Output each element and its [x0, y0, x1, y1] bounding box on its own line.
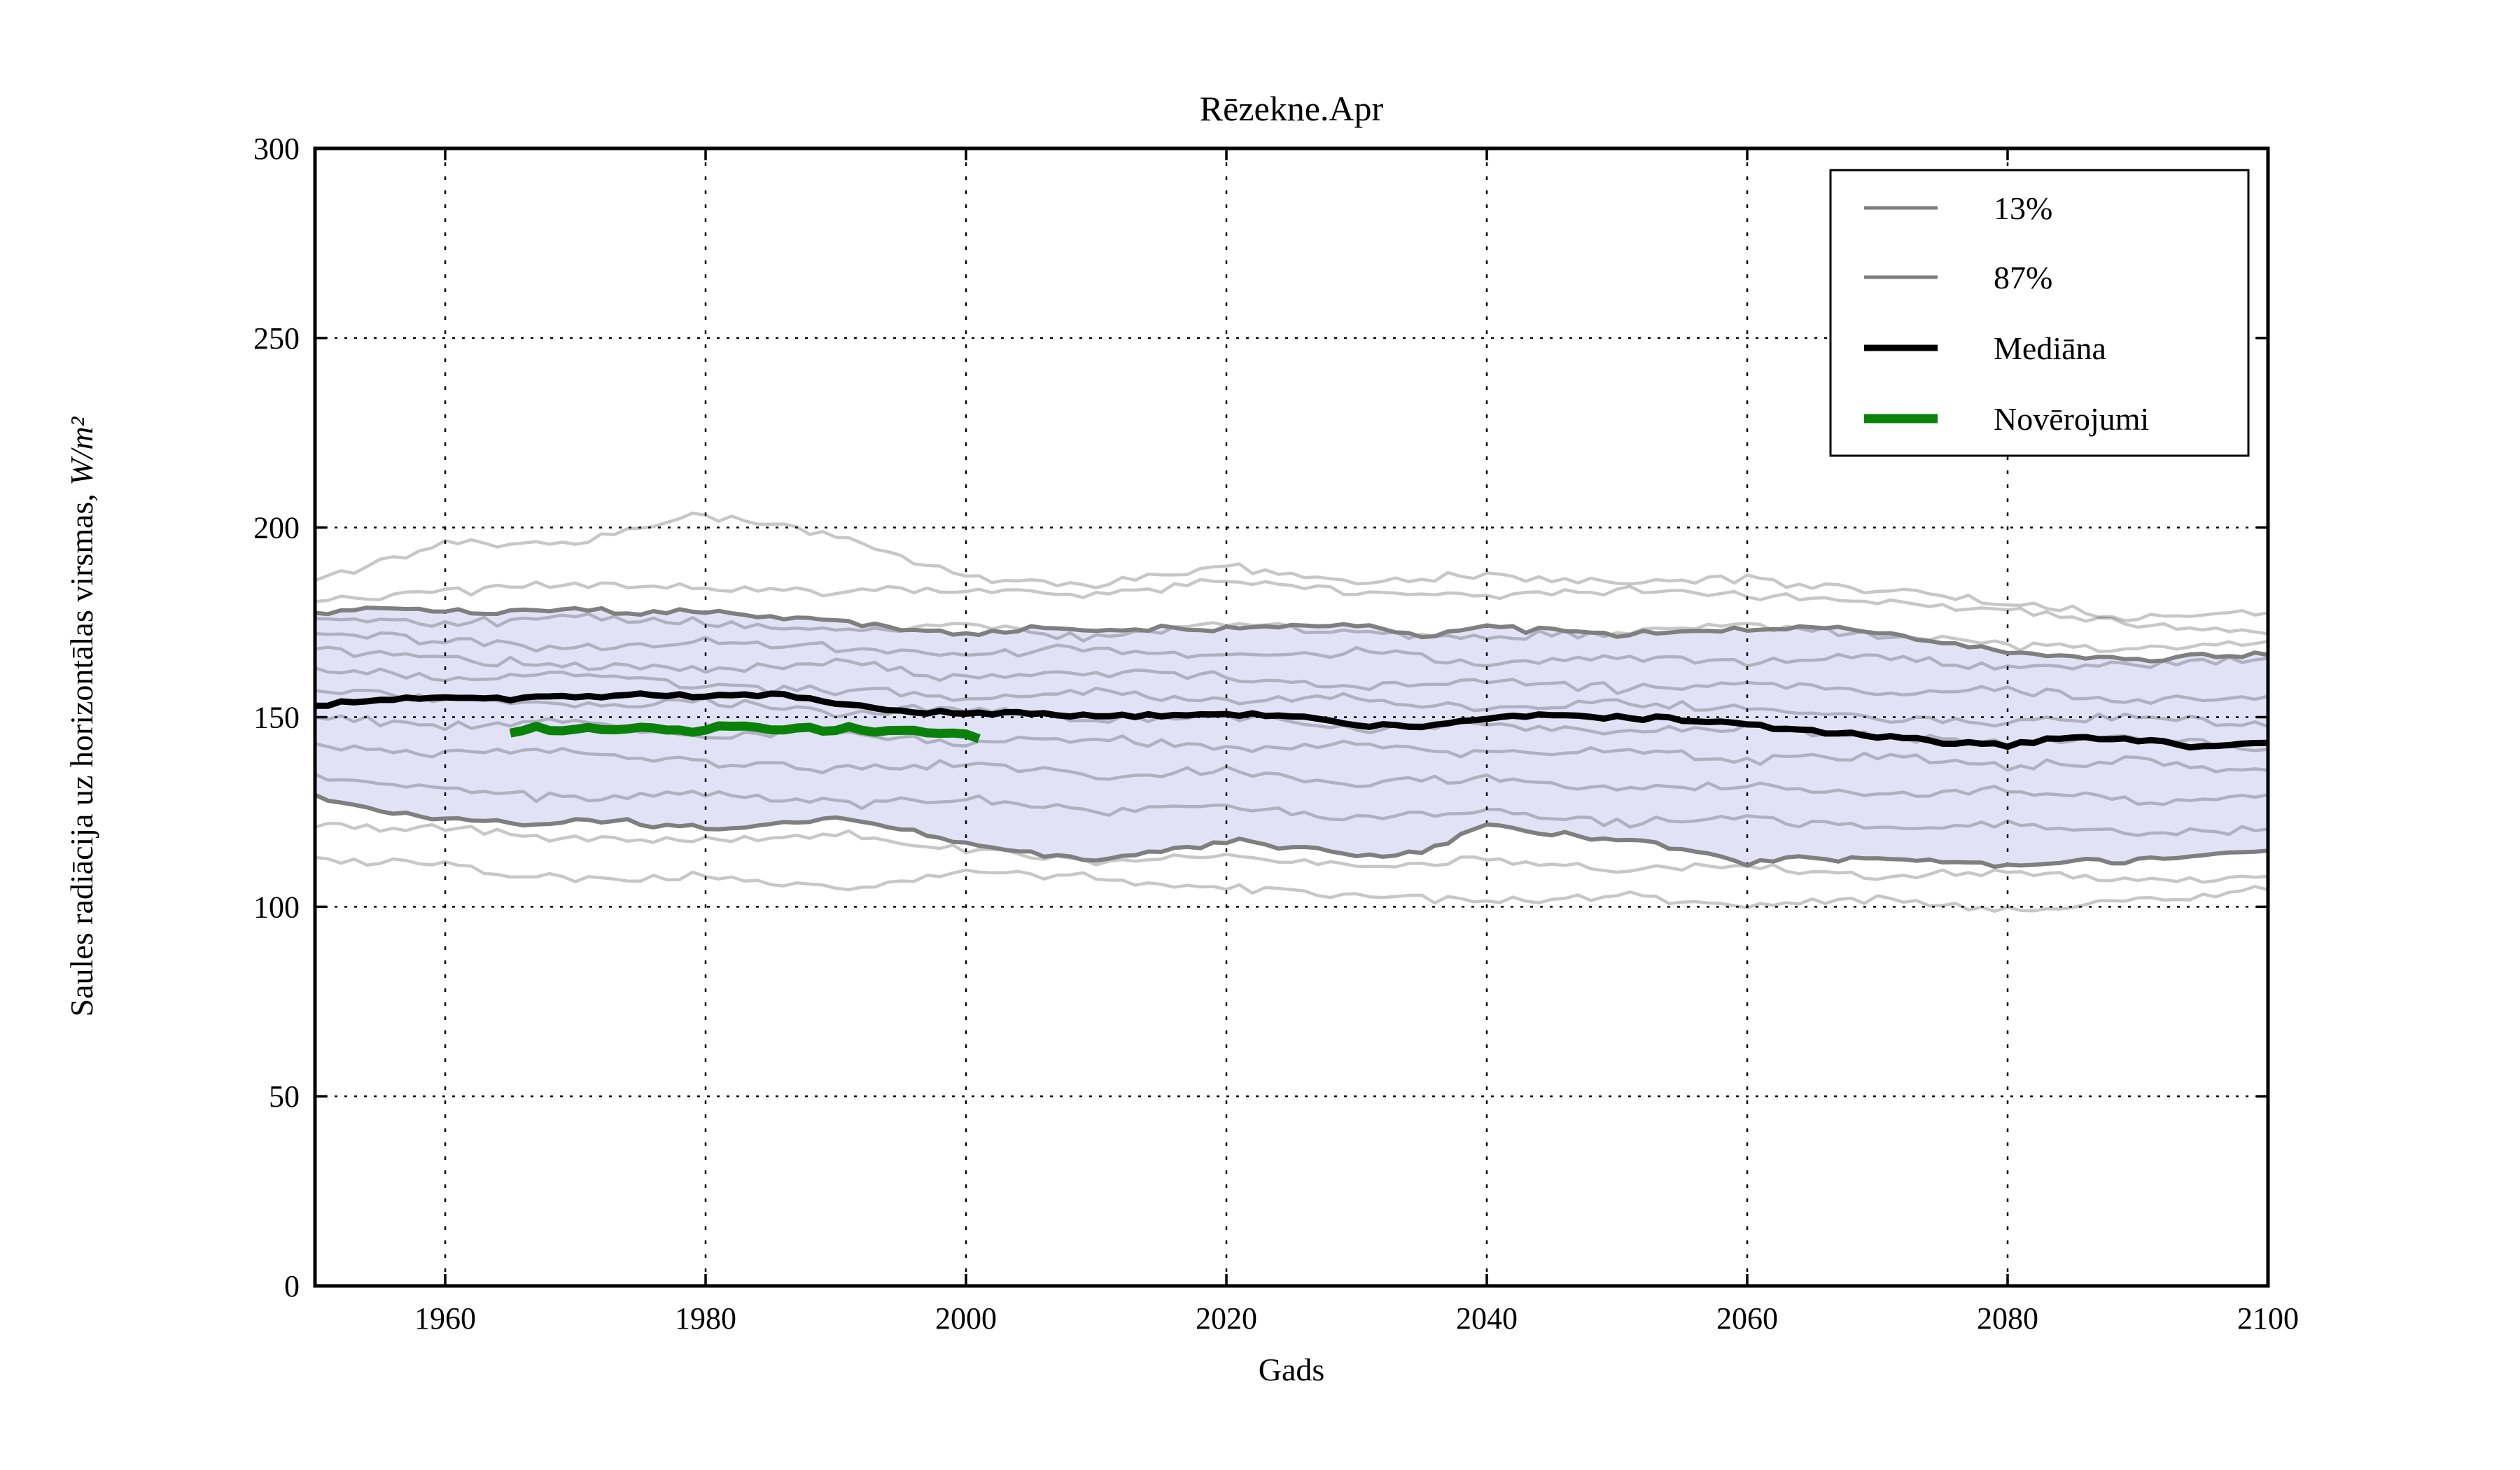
- percentile-13-line: [314, 792, 2269, 869]
- x-axis-label: Gads: [1259, 1352, 1325, 1387]
- ensemble-line: [314, 688, 2269, 752]
- legend-label-percentile-low: 13%: [1994, 190, 2052, 226]
- y-tick-label: 150: [253, 701, 300, 735]
- ensemble-line: [314, 511, 2269, 622]
- median-line: [314, 690, 2269, 751]
- observations-line: [509, 721, 981, 743]
- ensemble-line: [314, 821, 2269, 884]
- y-axis-label: Saules radiācija uz horizontālas virsmas…: [64, 416, 99, 1016]
- x-tick-label: 2060: [1716, 1301, 1778, 1336]
- x-tick-label: 2000: [935, 1301, 997, 1336]
- y-tick-label: 50: [269, 1079, 300, 1114]
- legend-label-observations: Novērojumi: [1994, 401, 2149, 437]
- y-axis-label-units: W/m²: [64, 416, 99, 485]
- ensemble-line: [314, 742, 2269, 806]
- legend-box: [1829, 169, 2250, 457]
- x-tick-label: 2040: [1456, 1301, 1518, 1336]
- ensemble-line: [314, 855, 2269, 913]
- x-tick-label: 1960: [414, 1301, 476, 1336]
- chart-title: Rēzekne.Apr: [1200, 89, 1384, 128]
- axes-frame-layer: [313, 146, 2270, 1288]
- tick-labels-layer: 1960 1980 2000 2020 2040 2060 2080 2100 0 50 100 15…: [253, 132, 2299, 1336]
- ensemble-line: [314, 631, 2269, 671]
- y-tick-label: 250: [253, 321, 300, 356]
- percentile-87-line: [314, 606, 2269, 664]
- x-tick-label: 2020: [1196, 1301, 1257, 1336]
- x-tick-label: 2080: [1977, 1301, 2038, 1336]
- ensemble-line: [314, 666, 2269, 729]
- x-tick-label: 2100: [2237, 1301, 2299, 1336]
- y-axis-label-text: Saules radiācija uz horizontālas virsmas…: [64, 486, 99, 1017]
- percentile-band: [315, 608, 2268, 867]
- percentile-band-layer: [315, 608, 2268, 867]
- y-tick-label: 0: [284, 1269, 300, 1303]
- y-tick-label: 300: [253, 132, 300, 166]
- x-tick-label: 1980: [675, 1301, 736, 1336]
- ensemble-lines-layer: [314, 511, 2269, 913]
- legend-label-percentile-high: 87%: [1994, 260, 2052, 295]
- y-tick-label: 100: [253, 890, 300, 924]
- percentile-lines-layer: [314, 606, 2269, 869]
- ensemble-line: [314, 645, 2269, 706]
- y-tick-label: 200: [253, 511, 300, 545]
- legend: 13% 87% Mediāna Novērojumi: [1829, 169, 2250, 457]
- ensemble-line: [314, 578, 2269, 636]
- ensemble-line: [314, 714, 2269, 774]
- legend-label-median: Mediāna: [1994, 330, 2106, 366]
- ensemble-line: [314, 772, 2269, 837]
- main-lines-layer: [314, 690, 2269, 751]
